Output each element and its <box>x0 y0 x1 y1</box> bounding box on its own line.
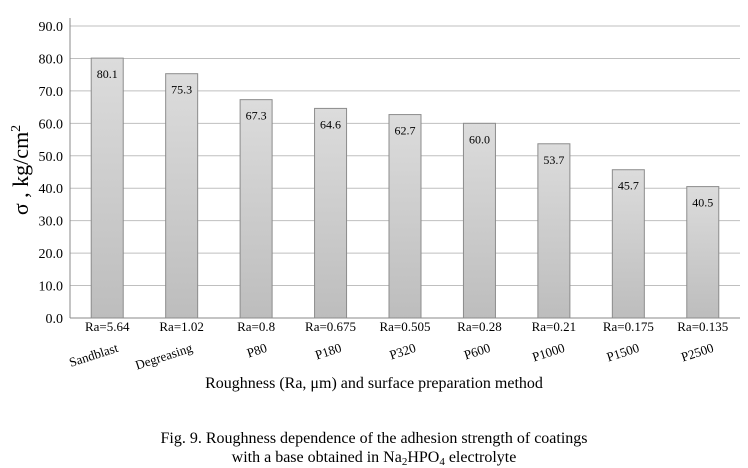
bar <box>686 186 720 319</box>
caption-subscript: 4 <box>439 456 445 468</box>
ra-label: Ra=0.135 <box>677 319 728 334</box>
bar <box>314 107 348 319</box>
ra-label: Ra=0.675 <box>305 319 356 334</box>
bar <box>165 73 199 319</box>
bar-chart: 0.010.020.030.040.050.060.070.080.090.0 … <box>8 18 740 373</box>
bar-value-label: 40.5 <box>692 196 713 210</box>
bar <box>611 169 645 319</box>
bar-value-label: 75.3 <box>171 83 192 97</box>
bar-value-label: 45.7 <box>618 179 639 193</box>
bar <box>239 99 273 319</box>
bar <box>462 122 496 319</box>
bar-value-label: 53.7 <box>543 153 564 167</box>
category-label: Sandblast <box>67 340 120 370</box>
x-axis-title: Roughness (Ra, μm) and surface preparati… <box>205 375 543 392</box>
y-tick-label: 30.0 <box>39 215 64 230</box>
y-axis-title: σ , kg/cm2 <box>8 125 33 215</box>
y-tick-label: 80.0 <box>39 52 64 67</box>
y-tick-label: 60.0 <box>39 117 64 132</box>
ra-label: Ra=0.8 <box>237 319 275 334</box>
caption-text: electrolyte <box>444 449 517 466</box>
category-label: P2500 <box>679 340 715 365</box>
ra-label: Ra=5.64 <box>85 319 130 334</box>
figure-caption-line2: with a base obtained in Na2HPO4 electrol… <box>0 447 748 468</box>
category-label: Degreasing <box>133 340 194 373</box>
category-label: P1000 <box>530 340 566 365</box>
caption-text: HPO <box>407 449 440 466</box>
ra-label: Ra=1.02 <box>159 319 204 334</box>
y-tick-label: 50.0 <box>39 150 64 165</box>
bar <box>90 57 124 319</box>
bar <box>537 143 571 319</box>
y-tick-label: 20.0 <box>39 247 64 262</box>
bar-value-label: 62.7 <box>395 124 416 138</box>
category-label: P1500 <box>605 340 641 365</box>
y-tick-label: 10.0 <box>39 280 64 295</box>
ra-label: Ra=0.505 <box>379 319 430 334</box>
bar-value-label: 64.6 <box>320 117 341 131</box>
bar-value-label: 60.0 <box>469 132 490 146</box>
y-axis-ticks: 0.0 10.0 20.0 30.0 40.0 50.0 60.0 70.0 80.0 90.0 <box>39 18 740 327</box>
caption-text: with a base obtained in Na <box>231 449 402 466</box>
y-tick-label: 0.0 <box>46 312 64 327</box>
y-tick-label: 70.0 <box>39 85 64 100</box>
figure-caption-line1: Fig. 9. Roughness dependence of the adhe… <box>160 430 588 447</box>
bar-value-label: 80.1 <box>97 67 118 81</box>
category-label: P320 <box>388 340 418 363</box>
y-tick-label: 90.0 <box>39 20 64 35</box>
ra-label: Ra=0.175 <box>603 319 654 334</box>
category-label: P600 <box>462 340 492 363</box>
caption-subscript: 2 <box>401 456 408 468</box>
bar-value-label: 67.3 <box>246 109 267 123</box>
category-label: P80 <box>245 340 269 361</box>
category-label: P180 <box>313 340 343 363</box>
y-tick-label: 40.0 <box>39 182 64 197</box>
ra-label: Ra=0.28 <box>457 319 502 334</box>
bars: 80.1 75.3 67.3 64.6 62.7 60.0 53.7 45.7 40.5 <box>90 57 720 319</box>
bar <box>388 114 422 319</box>
ra-label: Ra=0.21 <box>532 319 577 334</box>
x-axis-labels: Ra=5.64 Sandblast Ra=1.02 Degreasing Ra=0.8 P… <box>67 319 728 373</box>
